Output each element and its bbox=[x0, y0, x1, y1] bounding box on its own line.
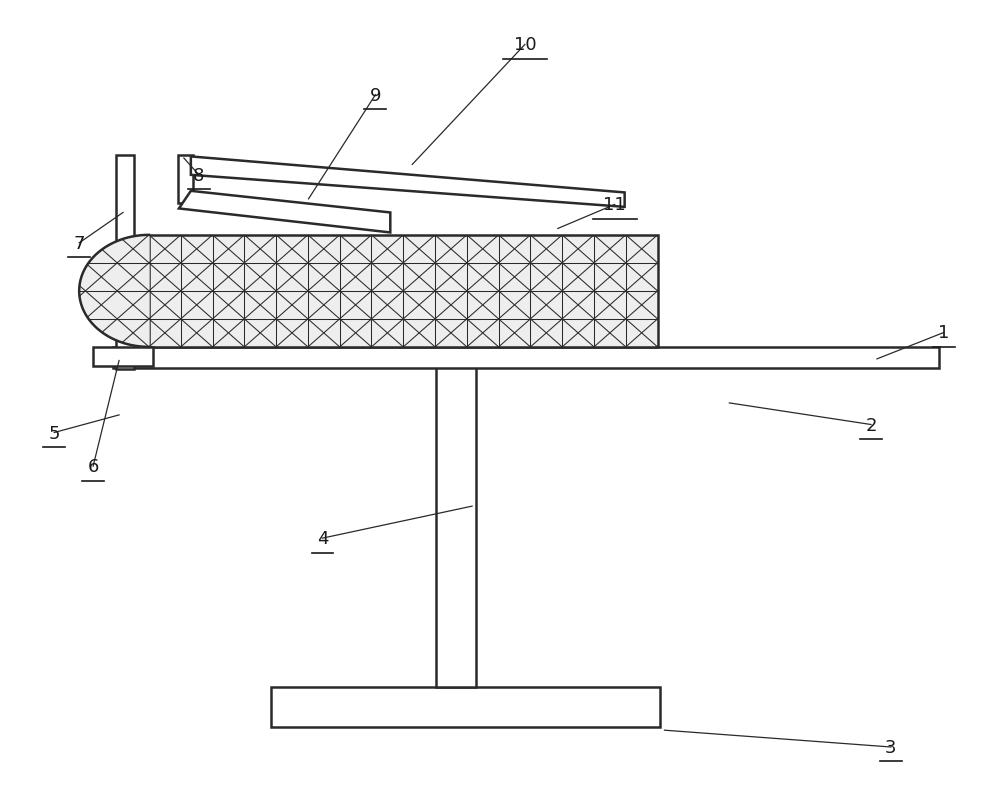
Polygon shape bbox=[179, 192, 390, 233]
Text: 5: 5 bbox=[48, 424, 60, 442]
Text: 4: 4 bbox=[317, 529, 328, 548]
Text: 7: 7 bbox=[73, 234, 85, 253]
Text: 3: 3 bbox=[885, 738, 897, 756]
Text: 11: 11 bbox=[603, 196, 626, 214]
Bar bbox=[149, 236, 658, 347]
Bar bbox=[178, 156, 193, 204]
Text: 10: 10 bbox=[514, 36, 536, 55]
Polygon shape bbox=[79, 236, 149, 347]
Bar bbox=[113, 347, 939, 368]
Bar bbox=[93, 347, 153, 367]
Bar bbox=[271, 687, 660, 727]
Text: 6: 6 bbox=[87, 458, 99, 476]
Text: 9: 9 bbox=[370, 87, 381, 105]
Bar bbox=[116, 156, 134, 370]
Bar bbox=[436, 351, 476, 687]
Text: 8: 8 bbox=[193, 167, 205, 184]
Polygon shape bbox=[191, 157, 625, 208]
Text: 1: 1 bbox=[938, 324, 949, 342]
Text: 2: 2 bbox=[865, 416, 877, 434]
